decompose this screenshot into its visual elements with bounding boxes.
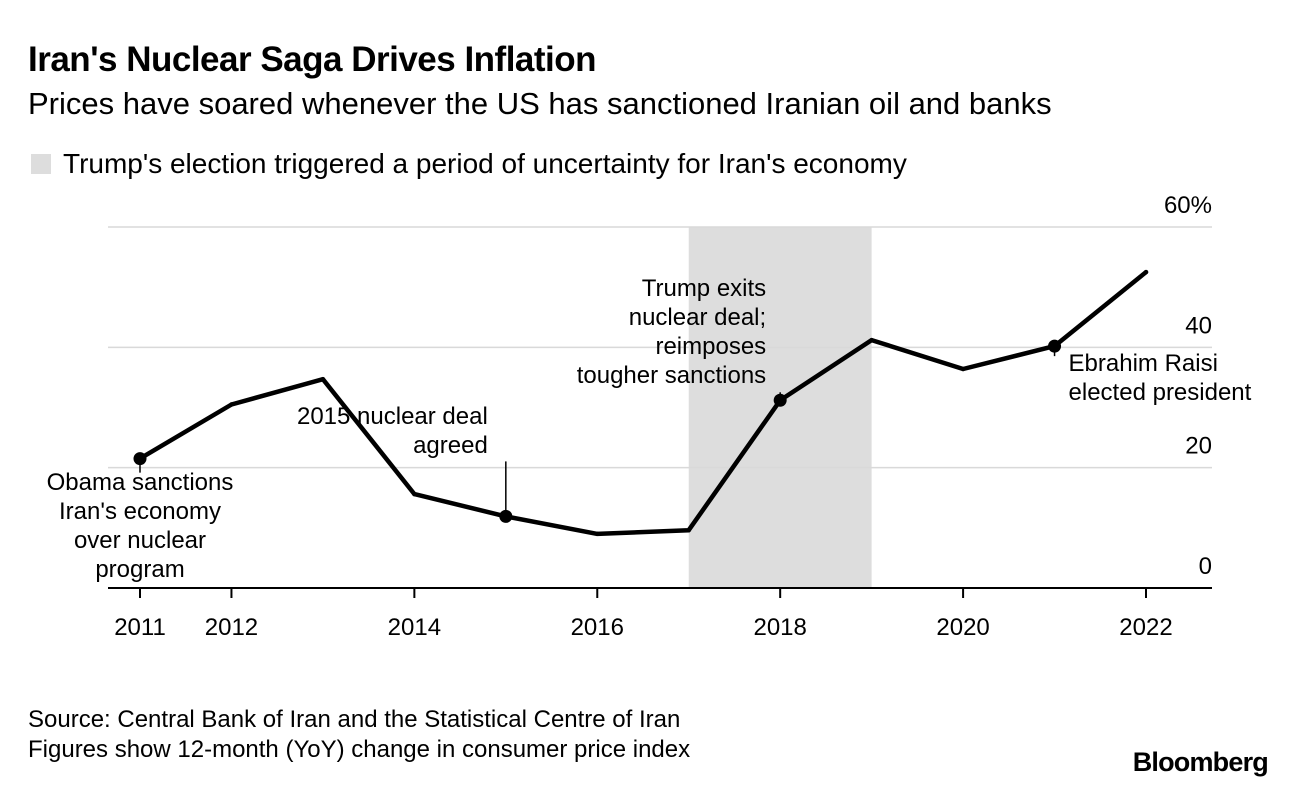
y-tick-label: 40 bbox=[1185, 312, 1212, 339]
annotation-text: program bbox=[95, 556, 184, 583]
x-tick-label: 2011 bbox=[114, 614, 166, 641]
annotation-text: over nuclear bbox=[74, 527, 206, 554]
data-point bbox=[595, 531, 600, 537]
annotation-text: Obama sanctions bbox=[47, 469, 234, 496]
data-point bbox=[1143, 269, 1149, 275]
y-tick-label: 20 bbox=[1185, 433, 1212, 460]
data-point bbox=[320, 377, 326, 382]
bloomberg-logo: Bloomberg bbox=[1132, 747, 1269, 777]
annotation-text: Ebrahim Raisi bbox=[1069, 350, 1218, 377]
annotation-text: agreed bbox=[413, 432, 488, 459]
annotation-text: Trump exits bbox=[642, 275, 766, 302]
data-point bbox=[869, 337, 874, 343]
annotation-text: tougher sanctions bbox=[577, 362, 766, 389]
shaded-region bbox=[688, 227, 872, 588]
x-tick-label: 2020 bbox=[936, 614, 989, 641]
x-tick-label: 2016 bbox=[571, 614, 624, 641]
legend: Trump's election triggered a period of u… bbox=[31, 148, 907, 180]
annotation-dot bbox=[1048, 339, 1062, 353]
annotation-dot bbox=[773, 393, 787, 407]
x-tick-label: 2012 bbox=[205, 614, 258, 641]
x-tick-label: 2022 bbox=[1119, 614, 1172, 641]
annotation-dot bbox=[499, 509, 513, 523]
x-tick-label: 2018 bbox=[753, 614, 806, 641]
annotation-text: reimposes bbox=[655, 333, 766, 360]
annotation-text: nuclear deal; bbox=[629, 304, 766, 331]
x-tick-label: 2014 bbox=[388, 614, 441, 641]
source-note: Source: Central Bank of Iran and the Sta… bbox=[28, 706, 681, 733]
data-point bbox=[686, 528, 691, 533]
chart-subtitle: Prices have soared whenever the US has s… bbox=[28, 86, 1052, 121]
series-line bbox=[137, 269, 1149, 537]
data-point bbox=[412, 491, 417, 497]
data-point bbox=[229, 402, 234, 407]
legend-swatch bbox=[31, 154, 51, 174]
annotation-text: elected president bbox=[1069, 379, 1252, 406]
legend-label: Trump's election triggered a period of u… bbox=[63, 148, 907, 179]
chart-title: Iran's Nuclear Saga Drives Inflation bbox=[28, 40, 597, 79]
y-tick-label: 60% bbox=[1164, 192, 1212, 219]
annotation-text: 2015 nuclear deal bbox=[297, 403, 488, 430]
annotation-dot bbox=[133, 452, 147, 466]
methodology-note: Figures show 12-month (YoY) change in co… bbox=[28, 736, 691, 763]
annotation-text: Iran's economy bbox=[59, 498, 221, 525]
y-tick-label: 0 bbox=[1199, 553, 1212, 580]
data-point bbox=[960, 366, 966, 372]
